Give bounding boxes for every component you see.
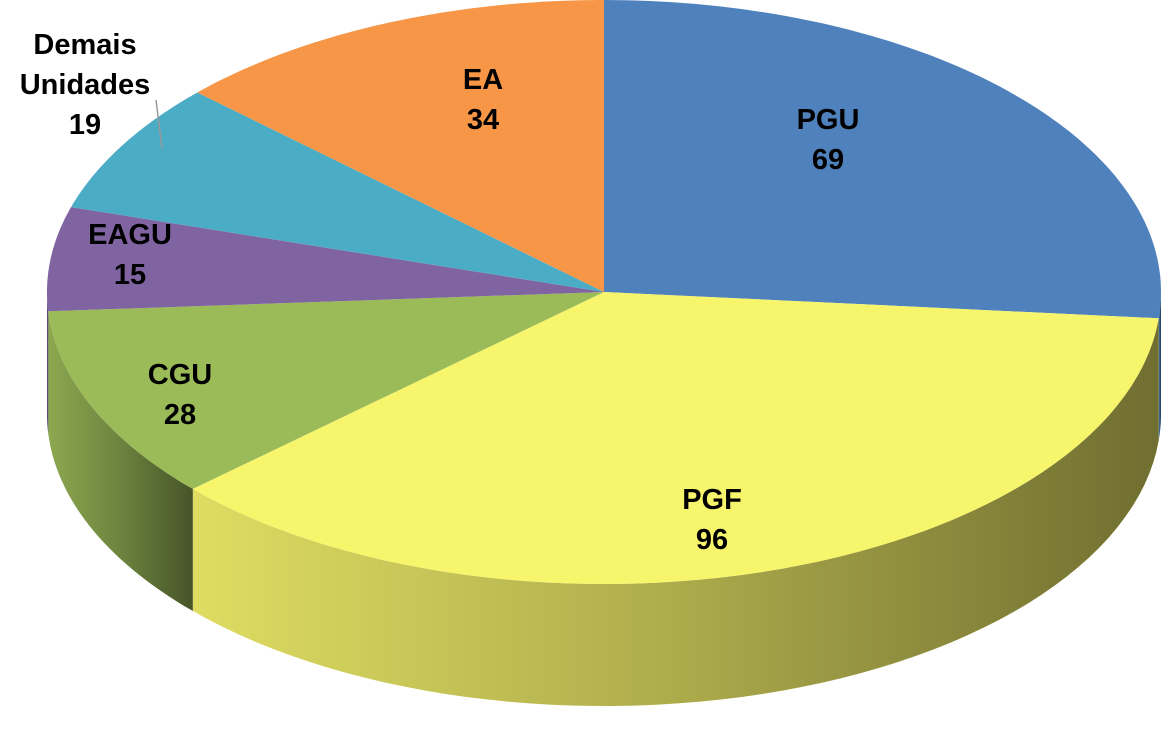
slice-side-shade	[192, 318, 1159, 706]
slice	[48, 292, 604, 489]
slice-label: CGU 28	[148, 355, 212, 435]
value-label: 28	[163, 399, 197, 431]
value-label: 15	[113, 259, 147, 291]
value-label: 34	[466, 104, 500, 136]
slice-side-shade	[47, 292, 49, 434]
category-label: CGU	[147, 359, 213, 391]
category-label: Demais Unidades	[19, 29, 151, 101]
slice-side-shade	[48, 311, 193, 611]
value-label: 19	[68, 109, 102, 141]
slice-label: Demais Unidades 19	[0, 25, 170, 145]
category-label: EAGU	[88, 219, 172, 251]
slice-label: EAGU 15	[88, 215, 172, 295]
value-label: 69	[811, 144, 845, 176]
category-label: EA	[462, 64, 504, 96]
slice	[71, 92, 604, 292]
leader-line	[155, 99, 163, 149]
slice-label: PGU 69	[797, 100, 860, 180]
tops	[47, 0, 1161, 584]
sides	[47, 292, 1161, 706]
slice-label: PGF 96	[682, 480, 742, 560]
slice	[192, 292, 1159, 584]
category-label: PGF	[682, 484, 742, 516]
slice	[47, 207, 604, 312]
slice-side-shade	[1158, 292, 1161, 441]
value-label: 96	[695, 524, 729, 556]
slice-label: EA 34	[463, 60, 503, 140]
slice	[197, 0, 605, 292]
category-label: PGU	[796, 104, 860, 136]
slice	[604, 0, 1161, 319]
